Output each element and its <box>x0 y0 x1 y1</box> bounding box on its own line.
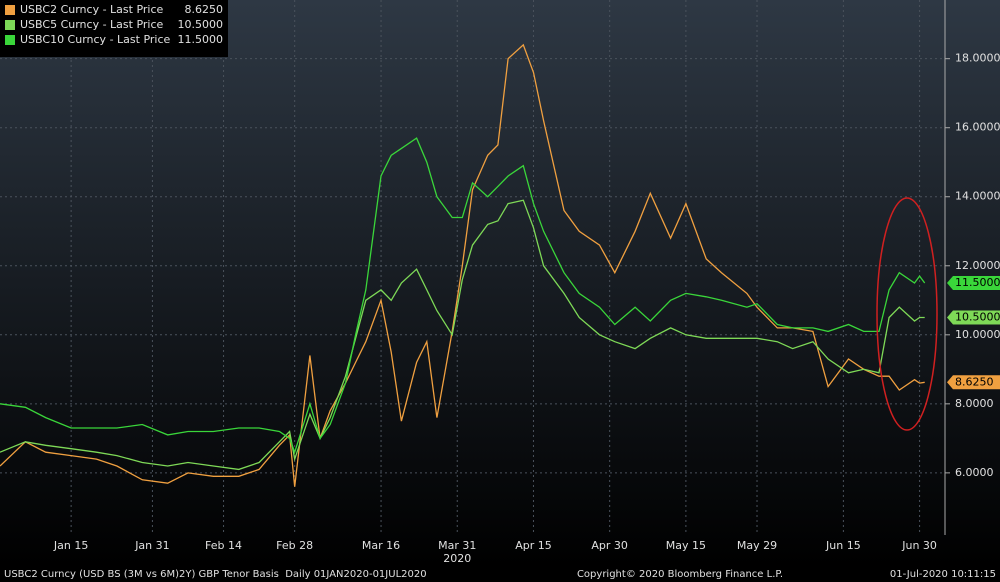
y-tick-label: 10.0000 <box>955 328 1000 341</box>
legend-label: USBC5 Curncy - Last Price <box>20 18 164 31</box>
x-tick-label: Apr 15 <box>515 539 552 552</box>
x-tick-label: Jun 15 <box>825 539 861 552</box>
legend-swatch <box>5 20 15 30</box>
x-tick-label: May 29 <box>737 539 777 552</box>
legend-label: USBC2 Curncy - Last Price <box>20 3 164 16</box>
x-tick-label: Jun 30 <box>901 539 937 552</box>
y-tick-label: 8.0000 <box>955 397 994 410</box>
last-value-tag <box>947 375 1000 390</box>
legend-value: 11.5000 <box>178 33 224 46</box>
year-label: 2020 <box>443 552 471 565</box>
legend-label: USBC10 Curncy - Last Price <box>20 33 171 46</box>
highlight-ellipse <box>876 197 938 431</box>
y-tick-label: 12.0000 <box>955 259 1000 272</box>
legend-value: 8.6250 <box>185 3 224 16</box>
lines <box>0 43 926 487</box>
y-tick-label: 6.0000 <box>955 466 994 479</box>
last-value-label: 11.5000 <box>955 276 1000 289</box>
series-line <box>0 199 925 471</box>
x-tick-label: Mar 16 <box>362 539 400 552</box>
series-line <box>0 137 926 455</box>
x-tick-label: Jan 31 <box>134 539 169 552</box>
last-value-tag <box>947 276 1000 291</box>
footer-right: 01-Jul-2020 10:11:15 <box>890 569 996 580</box>
footer-center: Copyright© 2020 Bloomberg Finance L.P. <box>577 569 783 580</box>
x-tick-label: Apr 30 <box>591 539 628 552</box>
x-tick-label: Feb 28 <box>276 539 313 552</box>
y-tick-label: 14.0000 <box>955 190 1000 203</box>
y-tick-label: 18.0000 <box>955 52 1000 65</box>
x-tick-label: Jan 15 <box>53 539 88 552</box>
footer-left: USBC2 Curncy (USD BS (3M vs 6M)2Y) GBP T… <box>4 569 427 580</box>
legend-swatch <box>5 35 15 45</box>
legend: USBC2 Curncy - Last Price 8.6250 USBC5 Cur… <box>5 3 223 46</box>
y-tick-label: 16.0000 <box>955 121 1000 134</box>
last-value-label: 8.6250 <box>955 375 994 388</box>
legend-box <box>0 0 228 57</box>
last-value-label: 10.5000 <box>955 311 1000 324</box>
x-tick-label: Feb 14 <box>205 539 242 552</box>
x-tick-label: May 15 <box>666 539 706 552</box>
plot-background <box>0 0 1000 566</box>
legend-swatch <box>5 5 15 15</box>
footer-bar <box>0 566 1000 582</box>
last-value-tag <box>947 310 1000 325</box>
grid <box>0 0 950 535</box>
x-tick-label: Mar 31 <box>438 539 476 552</box>
legend-value: 10.5000 <box>178 18 224 31</box>
labels: 6.0000 8.0000 10.0000 12.0000 14.0000 16.0000… <box>53 52 1000 565</box>
